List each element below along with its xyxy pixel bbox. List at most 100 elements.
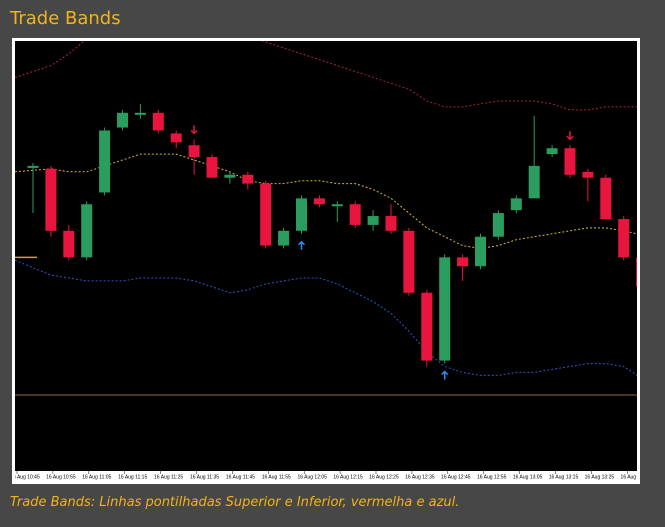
candle-7 (152, 109, 164, 134)
down-arrow-head (566, 135, 574, 141)
candle-23 (439, 254, 451, 364)
x-tick-label: 16 Aug 13:35 (621, 475, 637, 481)
candle-2 (63, 224, 75, 261)
candle-0 (27, 162, 39, 214)
candle-24 (457, 254, 469, 281)
candle-body (475, 236, 486, 267)
down-arrow-head (190, 129, 198, 135)
x-tick-label: 16 Aug 12:35 (405, 475, 435, 481)
x-tick-label: 16 Aug 11:45 (226, 475, 255, 481)
candlestick-chart: 16 Aug 10:45 16 Aug 10:55 16 Aug 11:05 16 A… (15, 41, 637, 481)
candle-body (421, 292, 433, 361)
candle-25 (475, 233, 486, 270)
middle-band-line (15, 153, 637, 250)
down-arrow-icon (566, 131, 574, 141)
candle-33 (618, 216, 630, 261)
chart-background (15, 41, 637, 481)
candle-body (546, 148, 558, 155)
candle-body (403, 230, 415, 293)
candle-5 (117, 109, 128, 131)
up-arrow-icon (297, 240, 306, 250)
candle-29 (546, 145, 558, 158)
candle-19 (367, 210, 379, 231)
candle-body (439, 257, 451, 361)
candle-body (260, 183, 272, 246)
candle-body (564, 148, 576, 175)
candle-11 (224, 171, 236, 184)
x-tick-label: 16 Aug 11:05 (82, 475, 111, 481)
bands-layer (15, 41, 637, 376)
candle-17 (331, 201, 343, 222)
candle-12 (242, 171, 254, 190)
x-axis-strip (15, 471, 637, 481)
candle-20 (385, 204, 397, 234)
candle-6 (134, 103, 146, 119)
candle-body (206, 157, 218, 178)
candle-body (331, 204, 343, 207)
candle-body (278, 230, 290, 246)
up-arrow-head (297, 240, 306, 246)
candle-34 (636, 257, 637, 287)
candle-body (582, 171, 594, 178)
candle-21 (403, 227, 415, 296)
candle-body (117, 112, 128, 128)
candle-26 (492, 210, 504, 240)
chart-frame: 16 Aug 10:45 16 Aug 10:55 16 Aug 11:05 16 A… (12, 38, 640, 484)
candle-body (528, 165, 540, 199)
candle-body (81, 204, 93, 258)
candle-body (224, 174, 236, 178)
x-tick-label: 16 Aug 11:15 (118, 475, 147, 481)
x-tick-label: 16 Aug 11:25 (154, 475, 183, 481)
candle-body (636, 257, 637, 287)
candle-30 (564, 145, 576, 178)
candles-layer (27, 103, 637, 367)
candle-body (188, 145, 200, 158)
candle-3 (81, 201, 93, 261)
candle-body (618, 219, 630, 258)
x-axis: 16 Aug 10:45 16 Aug 10:55 16 Aug 11:05 16 A… (15, 471, 637, 481)
candle-body (152, 112, 164, 131)
candle-4 (99, 127, 111, 196)
lower-band-line (15, 259, 637, 376)
x-tick-label: 16 Aug 10:55 (46, 475, 76, 481)
up-arrow-icon (441, 370, 449, 380)
candle-body (296, 198, 307, 231)
candle-body (313, 198, 325, 205)
candle-body (27, 165, 39, 168)
candle-16 (313, 195, 325, 208)
x-tick-label: 16 Aug 12:25 (369, 475, 399, 481)
candle-1 (45, 165, 57, 237)
candle-10 (206, 154, 218, 178)
x-tick-label: 16 Aug 10:45 (15, 475, 40, 481)
x-tick-label: 16 Aug 13:25 (585, 475, 615, 481)
candle-14 (278, 227, 290, 249)
candle-body (45, 168, 57, 231)
candle-22 (421, 289, 433, 367)
up-arrow-head (441, 370, 449, 376)
candle-body (170, 133, 182, 143)
x-tick-label: 16 Aug 12:15 (333, 475, 363, 481)
candle-32 (600, 174, 612, 219)
candle-body (349, 204, 361, 225)
candle-13 (260, 180, 272, 249)
candle-body (385, 216, 397, 231)
x-tick-label: 16 Aug 11:35 (190, 475, 219, 481)
arrows-layer (15, 125, 637, 396)
down-arrow-icon (190, 125, 198, 135)
x-tick-label: 16 Aug 11:55 (262, 475, 291, 481)
page-title: Trade Bands (10, 8, 121, 29)
candle-body (99, 130, 111, 193)
x-tick-label: 16 Aug 12:55 (477, 475, 507, 481)
candle-body (242, 174, 254, 184)
candle-body (457, 257, 469, 267)
candle-27 (510, 195, 522, 214)
candle-18 (349, 201, 361, 228)
candle-31 (582, 168, 594, 202)
candle-body (600, 177, 612, 219)
candle-body (63, 230, 75, 258)
candle-body (510, 198, 522, 211)
candle-8 (170, 130, 182, 149)
figure-caption: Trade Bands: Linhas pontilhadas Superior… (10, 495, 460, 510)
candle-body (134, 112, 146, 115)
candle-9 (188, 139, 200, 175)
